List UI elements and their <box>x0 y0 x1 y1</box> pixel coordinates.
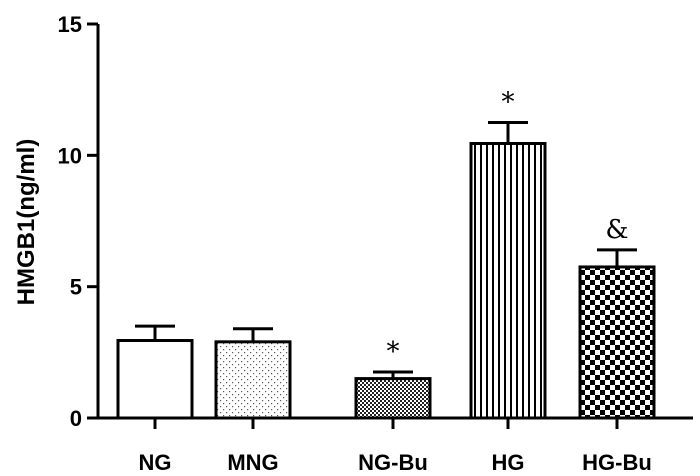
y-tick-label: 15 <box>58 12 82 37</box>
bar-ng-bu <box>354 377 432 420</box>
y-axis: 0 5 10 15 <box>58 12 100 431</box>
bar-hg <box>469 142 547 420</box>
bar-mng <box>214 340 292 420</box>
y-tick-label: 10 <box>58 143 82 168</box>
y-tick-label: 5 <box>70 275 82 300</box>
x-tick-label: NG-Bu <box>358 450 428 475</box>
significance-mark: * <box>502 88 515 118</box>
x-tick-label: HG-Bu <box>582 450 652 475</box>
x-axis: NG MNG NG-Bu HG HG-Bu <box>98 416 693 475</box>
bar-ng <box>116 339 194 420</box>
y-tick-label: 0 <box>70 406 82 431</box>
bar-hg-bu <box>578 265 656 420</box>
x-tick-label: MNG <box>227 450 278 475</box>
x-tick-label: HG <box>492 450 525 475</box>
significance-mark: & <box>605 215 628 245</box>
bars-group: * * & <box>116 88 656 420</box>
significance-mark: * <box>387 337 400 367</box>
y-axis-title: HMGB1(ng/ml) <box>13 139 40 306</box>
x-tick-label: NG <box>139 450 172 475</box>
